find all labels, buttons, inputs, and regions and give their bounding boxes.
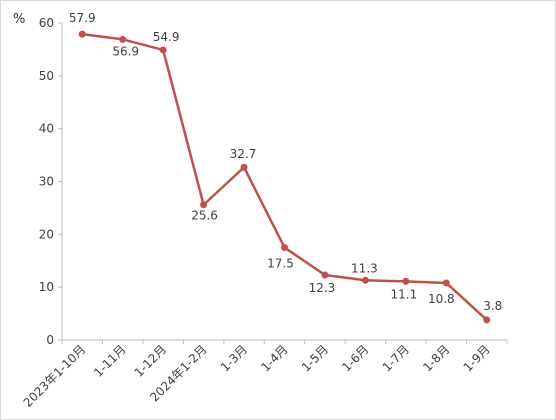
data-point xyxy=(321,271,329,279)
data-point xyxy=(281,244,288,252)
data-label: 56.9 xyxy=(112,44,139,58)
y-tick-label: 30 xyxy=(39,175,54,189)
data-label: 11.1 xyxy=(391,287,418,301)
data-label: 57.9 xyxy=(69,11,96,25)
x-tick-label: 2023年1-10月 xyxy=(21,342,89,410)
data-label: 17.5 xyxy=(267,257,294,271)
data-point xyxy=(159,46,167,54)
data-point xyxy=(119,35,127,43)
x-tick-label: 1-11月 xyxy=(91,342,129,380)
x-tick-label: 1-12月 xyxy=(132,342,170,380)
data-label: 12.3 xyxy=(309,281,336,295)
data-point xyxy=(361,276,369,284)
data-label: 3.8 xyxy=(483,299,502,313)
x-tick-label: 1-9月 xyxy=(461,342,493,374)
x-tick-label: 1-7月 xyxy=(380,342,412,374)
data-labels-layer: 57.9 56.9 54.9 25.6 32.7 17.5 12.3 11.3 11.1 10.8… xyxy=(69,11,502,313)
data-label: 11.3 xyxy=(351,261,378,275)
data-label: 25.6 xyxy=(191,209,218,223)
data-point xyxy=(483,316,491,324)
y-tick-label: 60 xyxy=(39,16,54,30)
y-unit-label: % xyxy=(13,12,25,27)
data-label: 32.7 xyxy=(230,147,257,161)
data-point xyxy=(200,201,208,209)
y-tick-label: 0 xyxy=(46,333,54,347)
x-tick-label: 1-6月 xyxy=(339,342,371,374)
data-point xyxy=(78,30,86,38)
series-layer xyxy=(78,30,491,324)
x-tick-label: 1-5月 xyxy=(299,342,331,374)
data-point xyxy=(442,279,450,287)
y-tick-label: 50 xyxy=(39,69,54,83)
y-tick-label: 20 xyxy=(39,227,54,241)
data-point xyxy=(402,277,410,285)
series-line xyxy=(82,32,488,321)
y-tick-label: 40 xyxy=(39,122,54,136)
data-label: 10.8 xyxy=(428,292,455,306)
y-tick-label: 10 xyxy=(39,280,54,294)
x-tick-label: 1-3月 xyxy=(218,342,250,374)
x-tick-label: 1-4月 xyxy=(258,342,290,374)
data-point xyxy=(240,163,248,171)
x-tick-label: 1-8月 xyxy=(420,342,452,374)
data-label: 54.9 xyxy=(153,30,180,44)
